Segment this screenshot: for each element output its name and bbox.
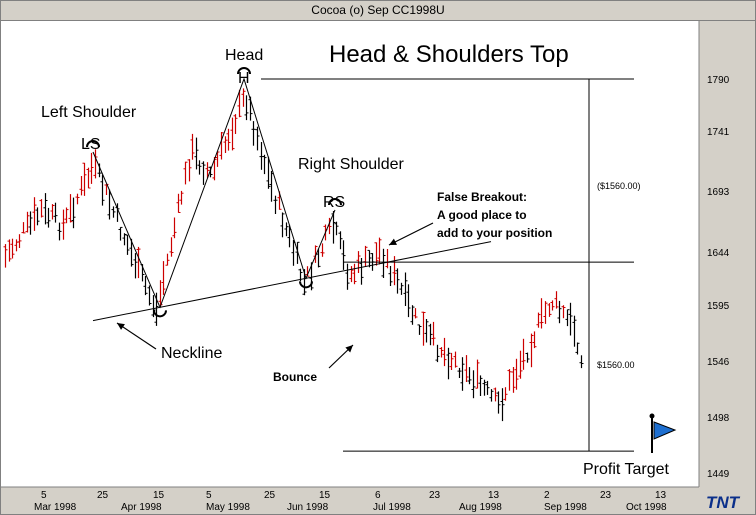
flag-pole-top — [649, 413, 655, 419]
x-month-label: Apr 1998 — [121, 502, 162, 513]
target-flag-icon — [649, 413, 677, 453]
x-day-tick: 23 — [429, 490, 441, 501]
right-shoulder-label: Right Shoulder — [298, 156, 405, 173]
y-tick-label: 1498 — [707, 413, 730, 424]
arrow-head — [117, 323, 125, 330]
x-month-label: Jul 1998 — [373, 502, 411, 513]
measure-label: ($1560.00) — [597, 181, 641, 191]
left-shoulder-label: Left Shoulder — [41, 104, 137, 121]
y-axis-area — [699, 21, 755, 487]
y-tick-label: 1741 — [707, 127, 730, 138]
y-tick-label: 1449 — [707, 469, 730, 480]
flag-cloth — [653, 421, 677, 440]
neckline-arrow — [116, 322, 157, 350]
neckline-pivot-marker — [299, 281, 313, 289]
y-tick-label: 1693 — [707, 187, 730, 198]
x-month-label: Oct 1998 — [626, 502, 667, 513]
arrow-shaft — [116, 322, 157, 350]
profit-target-label: Profit Target — [583, 461, 670, 478]
head-pivot-marker — [237, 66, 251, 75]
x-month-label: Aug 1998 — [459, 502, 502, 513]
x-day-tick: 15 — [153, 490, 165, 501]
x-month-label: Jun 1998 — [287, 502, 329, 513]
x-month-label: Mar 1998 — [34, 502, 77, 513]
x-axis: 5 25 15 5 25 15 6 23 13 2 23 13 Mar 1998… — [34, 490, 667, 513]
neckline-pivot-marker — [153, 310, 167, 318]
y-tick-label: 1546 — [707, 357, 730, 368]
neckline-label: Neckline — [161, 345, 222, 362]
x-day-tick: 2 — [544, 490, 550, 501]
x-day-tick: 25 — [264, 490, 276, 501]
ls-pivot-marker — [86, 140, 100, 148]
y-tick-label: 1644 — [707, 248, 730, 259]
x-day-tick: 6 — [375, 490, 381, 501]
x-day-tick: 13 — [488, 490, 500, 501]
arrow-shaft — [388, 222, 434, 246]
x-day-tick: 13 — [655, 490, 667, 501]
x-month-label: Sep 1998 — [544, 502, 587, 513]
x-day-tick: 25 — [97, 490, 109, 501]
y-axis: 1790 1741 1693 1644 1595 1546 1498 1449 — [707, 75, 730, 480]
chart-title: Head & Shoulders Top — [329, 41, 569, 68]
rs-pivot-marker — [328, 197, 342, 206]
ls-label: LS — [81, 136, 101, 153]
bounce-arrow — [328, 344, 354, 369]
x-day-tick: 23 — [600, 490, 612, 501]
false-breakout-arrow — [388, 222, 434, 246]
y-tick-label: 1790 — [707, 75, 730, 86]
chart-title-bar: Cocoa (o) Sep CC1998U — [1, 1, 755, 21]
x-day-tick: 5 — [41, 490, 47, 501]
pattern-zigzag — [92, 77, 336, 309]
x-day-tick: 15 — [319, 490, 331, 501]
bounce-label: Bounce — [273, 370, 317, 384]
tnt-logo-text: TNT — [706, 493, 741, 512]
x-month-label: May 1998 — [206, 502, 250, 513]
x-day-tick: 5 — [206, 490, 212, 501]
tnt-logo: TNT — [701, 490, 753, 512]
rs-label: RS — [323, 194, 345, 211]
pattern-overlay — [86, 66, 677, 453]
measure-label: $1560.00 — [597, 360, 635, 370]
head-label: Head — [225, 47, 263, 64]
false-breakout-label: A good place to — [437, 208, 527, 222]
neckline — [92, 241, 492, 322]
x-axis-area — [1, 487, 699, 514]
arrow-head — [389, 238, 397, 245]
arrow-head — [345, 345, 353, 353]
plot-area — [1, 21, 699, 487]
y-tick-label: 1595 — [707, 301, 730, 312]
false-breakout-label: False Breakout: — [437, 190, 527, 204]
h-label: H — [238, 70, 250, 87]
false-breakout-label: add to your position — [437, 226, 552, 240]
